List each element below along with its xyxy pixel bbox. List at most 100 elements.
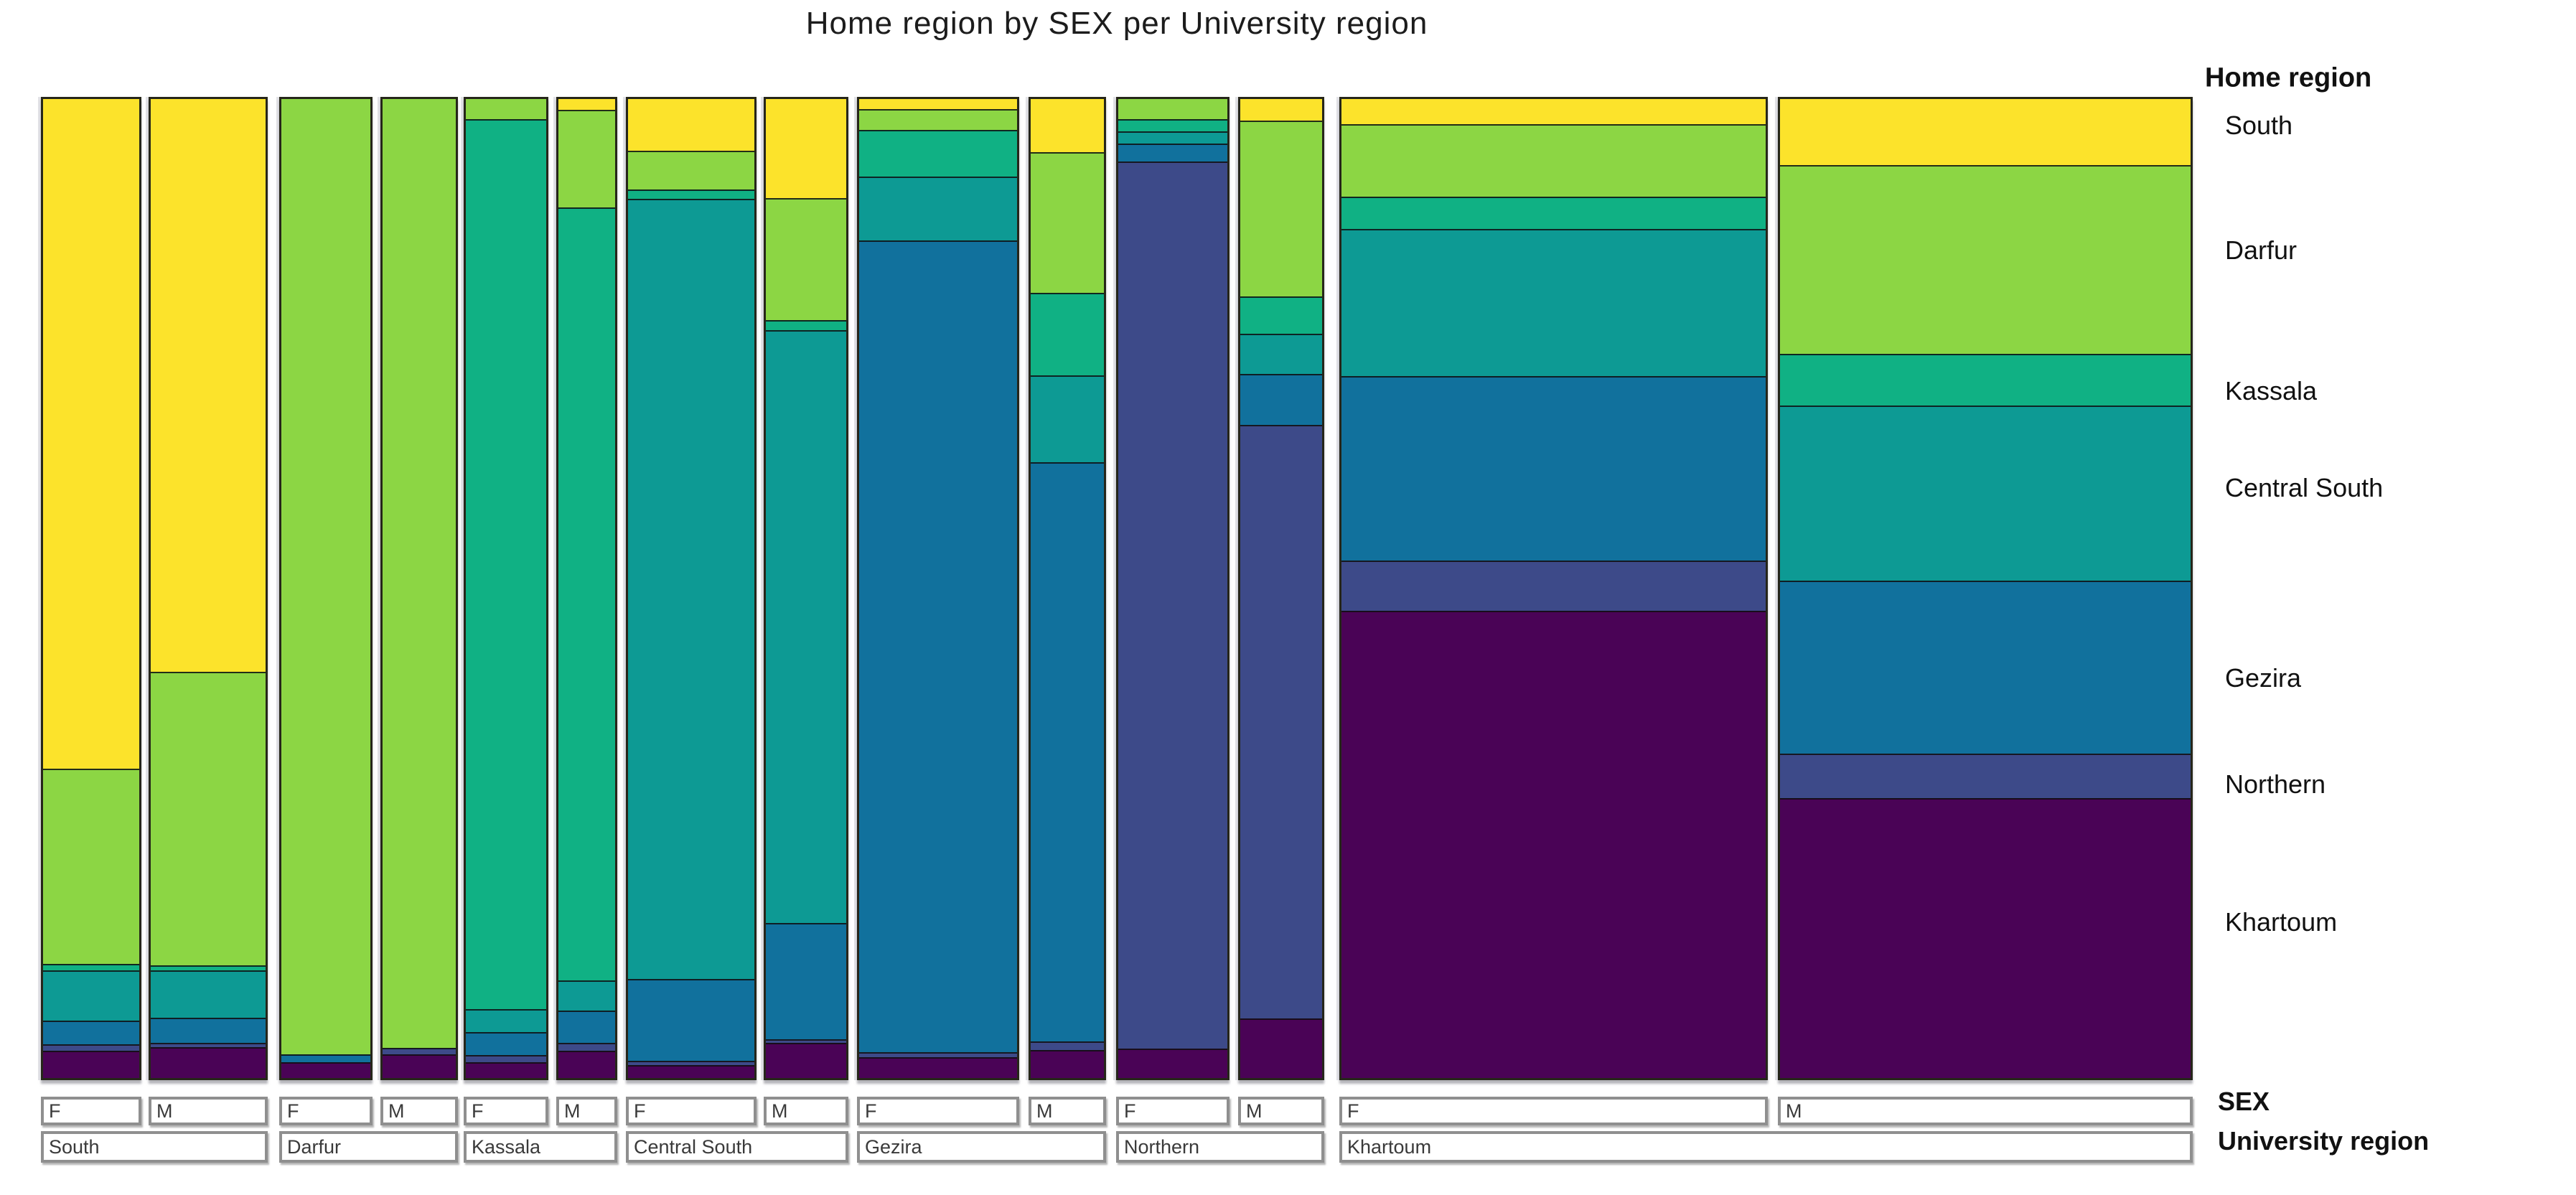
segment-kassala (43, 964, 139, 971)
university-box-khartoum: Khartoum (1339, 1131, 2193, 1163)
segment-central-south (151, 970, 266, 1018)
legend-item-gezira: Gezira (2225, 663, 2302, 693)
segment-kassala (859, 129, 1017, 177)
segment-central-south (1118, 131, 1227, 144)
segment-central-south (766, 329, 846, 924)
segment-khartoum (1240, 1018, 1322, 1079)
bar-darfur-f (279, 97, 373, 1080)
legend-item-south: South (2225, 111, 2293, 140)
segment-northern (1780, 754, 2191, 798)
segment-gezira (1118, 144, 1227, 162)
segment-northern (466, 1054, 546, 1062)
university-box-northern: Northern (1116, 1131, 1324, 1163)
segment-central-south (1780, 406, 2191, 581)
bar-darfur-m (380, 97, 458, 1080)
segment-south (1240, 99, 1322, 121)
segment-south (1341, 99, 1766, 125)
segment-darfur (1118, 99, 1227, 120)
segment-northern (1341, 561, 1766, 611)
legend-item-kassala: Kassala (2225, 376, 2318, 406)
segment-northern (859, 1051, 1017, 1057)
segment-central-south (628, 199, 754, 979)
segment-south (628, 99, 754, 151)
legend-item-khartoum: Khartoum (2225, 907, 2338, 937)
segment-darfur (628, 150, 754, 190)
segment-khartoum (151, 1047, 266, 1079)
segment-northern (766, 1039, 846, 1043)
segment-northern (43, 1044, 139, 1051)
sex-box-gezira-f: F (857, 1097, 1019, 1125)
university-box-darfur: Darfur (279, 1131, 458, 1163)
segment-kassala (558, 207, 615, 980)
legend-item-northern: Northern (2225, 769, 2326, 799)
bar-northern-f (1116, 97, 1230, 1080)
segment-khartoum (859, 1056, 1017, 1079)
segment-gezira (558, 1011, 615, 1044)
segment-south (558, 99, 615, 110)
segment-south (43, 99, 139, 769)
segment-gezira (151, 1017, 266, 1044)
bar-khartoum-f (1339, 97, 1768, 1080)
segment-central-south (466, 1009, 546, 1032)
segment-kassala (1341, 196, 1766, 230)
segment-northern (1118, 161, 1227, 1049)
segment-northern (1240, 425, 1322, 1018)
segment-northern (151, 1043, 266, 1048)
segment-gezira (1780, 581, 2191, 754)
sex-box-south-m: M (149, 1097, 268, 1125)
sex-box-central-south-f: F (626, 1097, 757, 1125)
university-box-kassala: Kassala (464, 1131, 617, 1163)
segment-south (151, 99, 266, 672)
segment-gezira (466, 1031, 546, 1055)
sex-box-central-south-m: M (764, 1097, 848, 1125)
segment-gezira (1341, 375, 1766, 561)
segment-khartoum (383, 1054, 456, 1078)
bar-south-m (149, 97, 268, 1080)
bar-kassala-m (556, 97, 617, 1080)
segment-darfur (1341, 124, 1766, 197)
segment-kassala (1780, 353, 2191, 406)
segment-khartoum (1118, 1048, 1227, 1078)
sex-box-khartoum-f: F (1339, 1097, 1768, 1125)
segment-khartoum (558, 1050, 615, 1078)
segment-gezira (1240, 374, 1322, 426)
sex-box-south-f: F (41, 1097, 141, 1125)
segment-kassala (766, 319, 846, 330)
segment-south (1780, 99, 2191, 165)
segment-darfur (859, 108, 1017, 130)
segment-south (766, 99, 846, 198)
sex-box-darfur-m: M (380, 1097, 458, 1125)
sex-box-gezira-m: M (1029, 1097, 1106, 1125)
segment-khartoum (1780, 797, 2191, 1078)
segment-kassala (1031, 292, 1104, 376)
bar-central-south-f (626, 97, 757, 1080)
university-box-central-south: Central South (626, 1131, 848, 1163)
segment-central-south (859, 177, 1017, 240)
segment-khartoum (1341, 611, 1766, 1078)
bar-kassala-f (464, 97, 548, 1080)
segment-kassala (1118, 119, 1227, 132)
university-box-south: South (41, 1131, 268, 1163)
segment-gezira (766, 923, 846, 1039)
segment-south (1031, 99, 1104, 153)
segment-khartoum (466, 1062, 546, 1078)
university-axis-label: University region (2218, 1126, 2430, 1156)
bar-south-f (41, 97, 141, 1080)
segment-kassala (1240, 296, 1322, 334)
bar-khartoum-m (1778, 97, 2193, 1080)
sex-box-northern-f: F (1116, 1097, 1230, 1125)
segment-khartoum (628, 1064, 754, 1078)
chart-title: Home region by SEX per University region (805, 6, 1428, 41)
segment-central-south (1240, 334, 1322, 375)
segment-gezira (43, 1020, 139, 1044)
segment-darfur (466, 99, 546, 120)
segment-darfur (1240, 120, 1322, 297)
segment-kassala (466, 119, 546, 1009)
segment-central-south (558, 980, 615, 1011)
sex-box-northern-m: M (1238, 1097, 1324, 1125)
legend-item-darfur: Darfur (2225, 235, 2298, 265)
segment-darfur (558, 109, 615, 207)
segment-central-south (43, 970, 139, 1021)
bar-gezira-f (857, 97, 1019, 1080)
sex-box-kassala-f: F (464, 1097, 548, 1125)
